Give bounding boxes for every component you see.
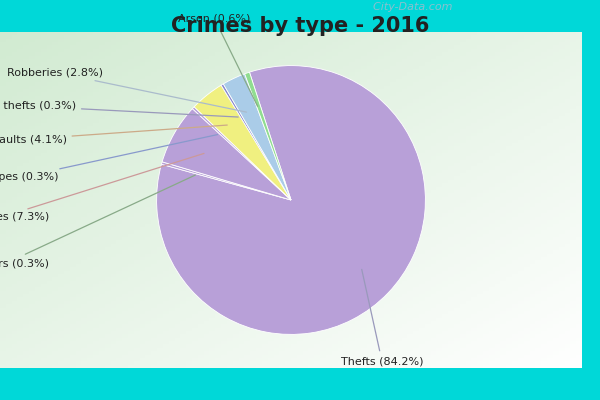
Text: Assaults (4.1%): Assaults (4.1%) bbox=[0, 125, 227, 144]
Wedge shape bbox=[221, 84, 291, 200]
Wedge shape bbox=[245, 72, 291, 200]
Text: Burglaries (7.3%): Burglaries (7.3%) bbox=[0, 154, 204, 222]
Text: City-Data.com: City-Data.com bbox=[366, 2, 452, 12]
Text: Thefts (84.2%): Thefts (84.2%) bbox=[341, 269, 423, 366]
Text: Robberies (2.8%): Robberies (2.8%) bbox=[7, 67, 247, 112]
Text: Arson (0.6%): Arson (0.6%) bbox=[178, 14, 257, 106]
Text: Crimes by type - 2016: Crimes by type - 2016 bbox=[171, 16, 429, 36]
Wedge shape bbox=[193, 107, 291, 200]
Text: Auto thefts (0.3%): Auto thefts (0.3%) bbox=[0, 101, 238, 117]
Wedge shape bbox=[161, 162, 291, 200]
Text: Murders (0.3%): Murders (0.3%) bbox=[0, 175, 196, 268]
Wedge shape bbox=[162, 109, 291, 200]
Wedge shape bbox=[194, 85, 291, 200]
Wedge shape bbox=[223, 74, 291, 200]
Wedge shape bbox=[157, 66, 425, 334]
Text: Rapes (0.3%): Rapes (0.3%) bbox=[0, 134, 218, 182]
